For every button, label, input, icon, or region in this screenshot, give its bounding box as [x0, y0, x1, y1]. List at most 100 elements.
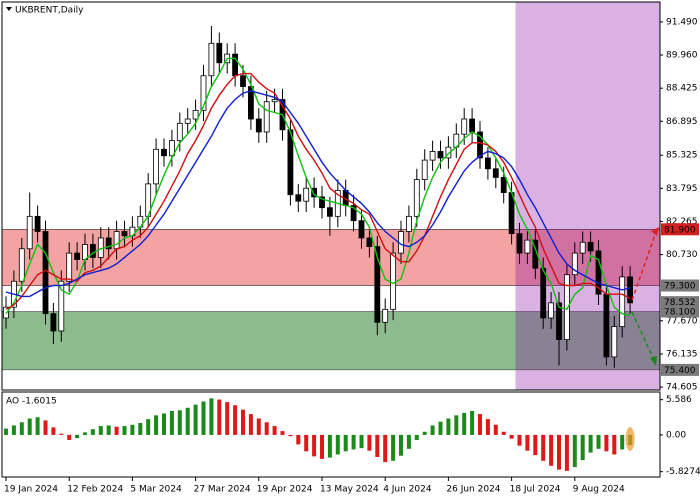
- main-panel: [2, 2, 660, 390]
- candle-body: [66, 252, 73, 282]
- price-label: 81.900: [664, 225, 696, 235]
- candle-body: [484, 157, 491, 170]
- candle-body: [232, 53, 239, 77]
- candle-body: [113, 231, 120, 250]
- ao-bar: [604, 434, 609, 452]
- x-tick-label: 13 May 2024: [320, 485, 379, 495]
- y-tick-label: 86.895: [666, 117, 698, 127]
- ao-bar: [4, 428, 8, 435]
- candle-body: [161, 148, 167, 157]
- candle-body: [358, 220, 365, 239]
- arrowhead-up: [651, 227, 659, 236]
- price-label-box: [661, 296, 699, 309]
- ao-bar: [193, 404, 198, 435]
- candle-body: [350, 205, 357, 222]
- candle-body: [548, 302, 554, 319]
- ao-bar: [256, 418, 261, 435]
- ao-title: AO -1.6015: [6, 397, 57, 407]
- candle-body: [121, 231, 128, 237]
- candle-body: [42, 231, 49, 315]
- candle-body: [90, 244, 96, 258]
- candle-body: [58, 280, 65, 332]
- candle-body: [200, 75, 207, 111]
- ao-bar: [525, 434, 530, 451]
- ao-bar: [596, 434, 601, 449]
- x-tick-label: 19 Jan 2024: [4, 485, 58, 495]
- candle-body: [374, 246, 381, 323]
- candle-body: [500, 177, 507, 193]
- ao-bar: [612, 434, 617, 455]
- candle-body: [326, 207, 333, 217]
- y-tick-label: 91.490: [666, 17, 698, 27]
- ao-bar: [462, 412, 467, 435]
- ao-bar: [414, 434, 419, 440]
- price-label-box: [661, 305, 699, 318]
- candle-body: [579, 241, 586, 254]
- x-tick-label: 19 Apr 2024: [257, 485, 313, 495]
- moving-average: [5, 57, 631, 317]
- x-tick-label: 12 Feb 2024: [67, 485, 123, 495]
- ao-bar: [470, 410, 475, 435]
- ao-bar: [406, 434, 411, 449]
- candle-body: [366, 237, 373, 248]
- ao-bar: [517, 434, 522, 446]
- ao-bar: [549, 434, 554, 466]
- candle-body: [271, 99, 278, 103]
- ao-bar: [201, 401, 206, 435]
- y-tick-label: 5.586: [666, 395, 692, 405]
- ao-bar: [169, 410, 174, 435]
- ao-bar: [146, 419, 151, 435]
- candle-body: [469, 118, 476, 133]
- candle-body: [437, 151, 444, 159]
- price-label: 78.532: [664, 298, 696, 308]
- candle-body: [74, 252, 80, 260]
- candle-body: [263, 101, 270, 133]
- ao-bar: [541, 434, 546, 461]
- ao-bar: [509, 434, 514, 439]
- y-tick-label: 89.960: [666, 50, 698, 60]
- ao-bar: [185, 407, 190, 435]
- arrowhead-down: [650, 356, 657, 366]
- candle-body: [176, 122, 183, 142]
- ao-bar: [209, 398, 214, 435]
- y-tick-label: 0.00: [666, 430, 686, 440]
- ao-bar: [620, 434, 625, 450]
- menu-triangle: [6, 7, 12, 11]
- candle-body: [540, 267, 547, 319]
- ao-bar: [383, 434, 388, 463]
- ao-bar: [580, 434, 585, 461]
- candle-body: [303, 187, 310, 202]
- candle-body: [184, 118, 191, 124]
- ao-bar: [359, 434, 364, 449]
- candle-body: [619, 276, 626, 328]
- candle-body: [611, 326, 618, 358]
- candle-body: [627, 276, 633, 304]
- candle-body: [556, 302, 562, 341]
- highlight-marker: [625, 426, 635, 451]
- candle-body: [603, 293, 610, 358]
- candle-body: [571, 252, 578, 276]
- ao-bar: [288, 434, 293, 437]
- y-tick-label: 85.325: [666, 151, 698, 161]
- forecast-arrow-down: [631, 311, 655, 361]
- ao-bar: [304, 434, 309, 452]
- ao-bar: [343, 434, 348, 452]
- ao-bar: [422, 431, 427, 435]
- ao-bar: [35, 417, 40, 435]
- ao-bar: [501, 431, 506, 435]
- candle-body: [445, 146, 452, 159]
- ao-bar: [11, 425, 16, 435]
- y-tick-label: 82.265: [666, 217, 698, 227]
- ao-bar: [446, 418, 451, 435]
- ao-bar: [327, 434, 332, 458]
- price-label: 75.400: [664, 366, 696, 376]
- ao-bar: [399, 434, 403, 456]
- candle-body: [477, 131, 483, 159]
- ao-bar: [162, 413, 166, 435]
- x-tick-label: 5 Mar 2024: [130, 485, 182, 495]
- highlight-region: [515, 2, 660, 390]
- y-tick-label: 88.425: [666, 84, 698, 94]
- ao-bar: [533, 434, 538, 456]
- y-tick-label: 76.135: [666, 349, 698, 359]
